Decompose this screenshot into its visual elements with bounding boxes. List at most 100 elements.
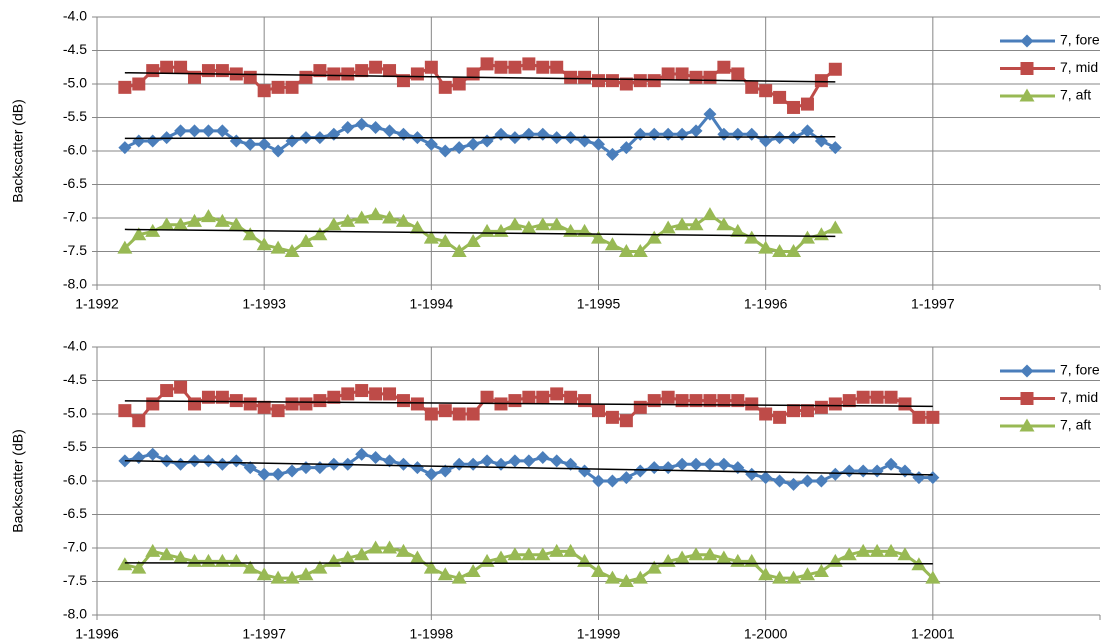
marker bbox=[619, 414, 633, 428]
marker bbox=[174, 60, 188, 74]
legend-label: 7, mid bbox=[1060, 389, 1098, 405]
marker bbox=[689, 124, 703, 138]
marker bbox=[299, 70, 313, 84]
marker bbox=[243, 137, 257, 151]
marker bbox=[522, 127, 536, 141]
marker bbox=[298, 233, 314, 247]
marker bbox=[745, 397, 759, 411]
marker bbox=[201, 124, 215, 138]
marker bbox=[800, 474, 814, 488]
marker bbox=[799, 567, 815, 581]
x-tick-label: 1-1997 bbox=[242, 626, 286, 642]
marker bbox=[493, 550, 509, 564]
marker bbox=[688, 217, 704, 231]
y-tick-label: -7.0 bbox=[63, 209, 87, 225]
marker bbox=[647, 127, 661, 141]
marker bbox=[174, 457, 188, 471]
marker bbox=[354, 210, 370, 224]
marker bbox=[604, 570, 620, 584]
marker bbox=[145, 543, 161, 557]
marker bbox=[618, 244, 634, 257]
marker bbox=[717, 394, 731, 408]
marker bbox=[146, 447, 160, 461]
marker bbox=[661, 67, 675, 81]
marker bbox=[925, 570, 941, 584]
marker bbox=[828, 62, 842, 76]
trend-line bbox=[124, 228, 836, 238]
marker bbox=[536, 60, 550, 74]
marker bbox=[494, 127, 508, 141]
marker bbox=[131, 560, 147, 574]
marker bbox=[118, 80, 132, 94]
legend-marker bbox=[1020, 34, 1034, 48]
marker bbox=[132, 414, 146, 428]
marker bbox=[229, 394, 243, 408]
y-tick-label: -5.5 bbox=[63, 108, 87, 124]
marker bbox=[215, 124, 229, 138]
marker bbox=[327, 127, 341, 141]
marker bbox=[369, 387, 383, 401]
y-tick-label: -5.0 bbox=[63, 405, 87, 421]
marker bbox=[327, 67, 341, 81]
marker bbox=[827, 220, 843, 234]
marker bbox=[647, 74, 661, 88]
marker bbox=[773, 474, 787, 488]
marker bbox=[354, 547, 370, 561]
x-tick-label: 1-1992 bbox=[75, 296, 119, 312]
marker bbox=[787, 100, 801, 114]
marker bbox=[243, 397, 257, 411]
marker bbox=[313, 461, 327, 475]
marker bbox=[438, 80, 452, 94]
marker bbox=[369, 60, 383, 74]
marker bbox=[326, 217, 342, 231]
marker bbox=[591, 230, 606, 244]
marker bbox=[396, 394, 410, 408]
marker bbox=[814, 74, 828, 88]
marker bbox=[856, 390, 870, 404]
marker bbox=[508, 60, 522, 74]
marker bbox=[355, 384, 369, 398]
marker bbox=[550, 454, 564, 468]
marker bbox=[592, 474, 605, 488]
marker bbox=[646, 230, 662, 244]
marker bbox=[257, 467, 271, 481]
marker bbox=[912, 410, 926, 424]
marker bbox=[424, 467, 438, 481]
y-tick-label: -6.5 bbox=[63, 175, 87, 191]
marker bbox=[619, 77, 633, 91]
marker bbox=[856, 464, 870, 478]
marker bbox=[466, 407, 480, 421]
marker bbox=[284, 244, 300, 257]
y-tick-label: -5.5 bbox=[63, 438, 87, 454]
marker bbox=[395, 213, 411, 227]
marker bbox=[592, 74, 605, 88]
marker bbox=[898, 397, 912, 411]
marker bbox=[465, 563, 481, 577]
marker bbox=[132, 77, 146, 91]
marker bbox=[633, 74, 647, 88]
marker bbox=[828, 141, 842, 155]
marker bbox=[480, 390, 494, 404]
marker bbox=[675, 127, 689, 141]
marker bbox=[271, 80, 285, 94]
marker bbox=[132, 134, 146, 148]
x-tick-label: 1-1997 bbox=[911, 296, 955, 312]
marker bbox=[717, 60, 731, 74]
marker bbox=[243, 70, 257, 84]
legend-label: 7, aft bbox=[1060, 417, 1091, 433]
marker bbox=[800, 97, 814, 111]
legend-marker bbox=[1020, 392, 1034, 405]
marker bbox=[313, 64, 327, 78]
marker bbox=[299, 461, 313, 475]
marker bbox=[284, 570, 300, 584]
marker bbox=[410, 397, 424, 411]
marker bbox=[242, 560, 258, 574]
y-tick-label: -4.0 bbox=[63, 8, 87, 24]
marker bbox=[675, 394, 689, 408]
y-tick-label: -6.5 bbox=[63, 505, 87, 521]
marker bbox=[814, 400, 828, 414]
marker bbox=[772, 570, 788, 584]
marker bbox=[550, 387, 564, 401]
marker bbox=[382, 540, 398, 554]
